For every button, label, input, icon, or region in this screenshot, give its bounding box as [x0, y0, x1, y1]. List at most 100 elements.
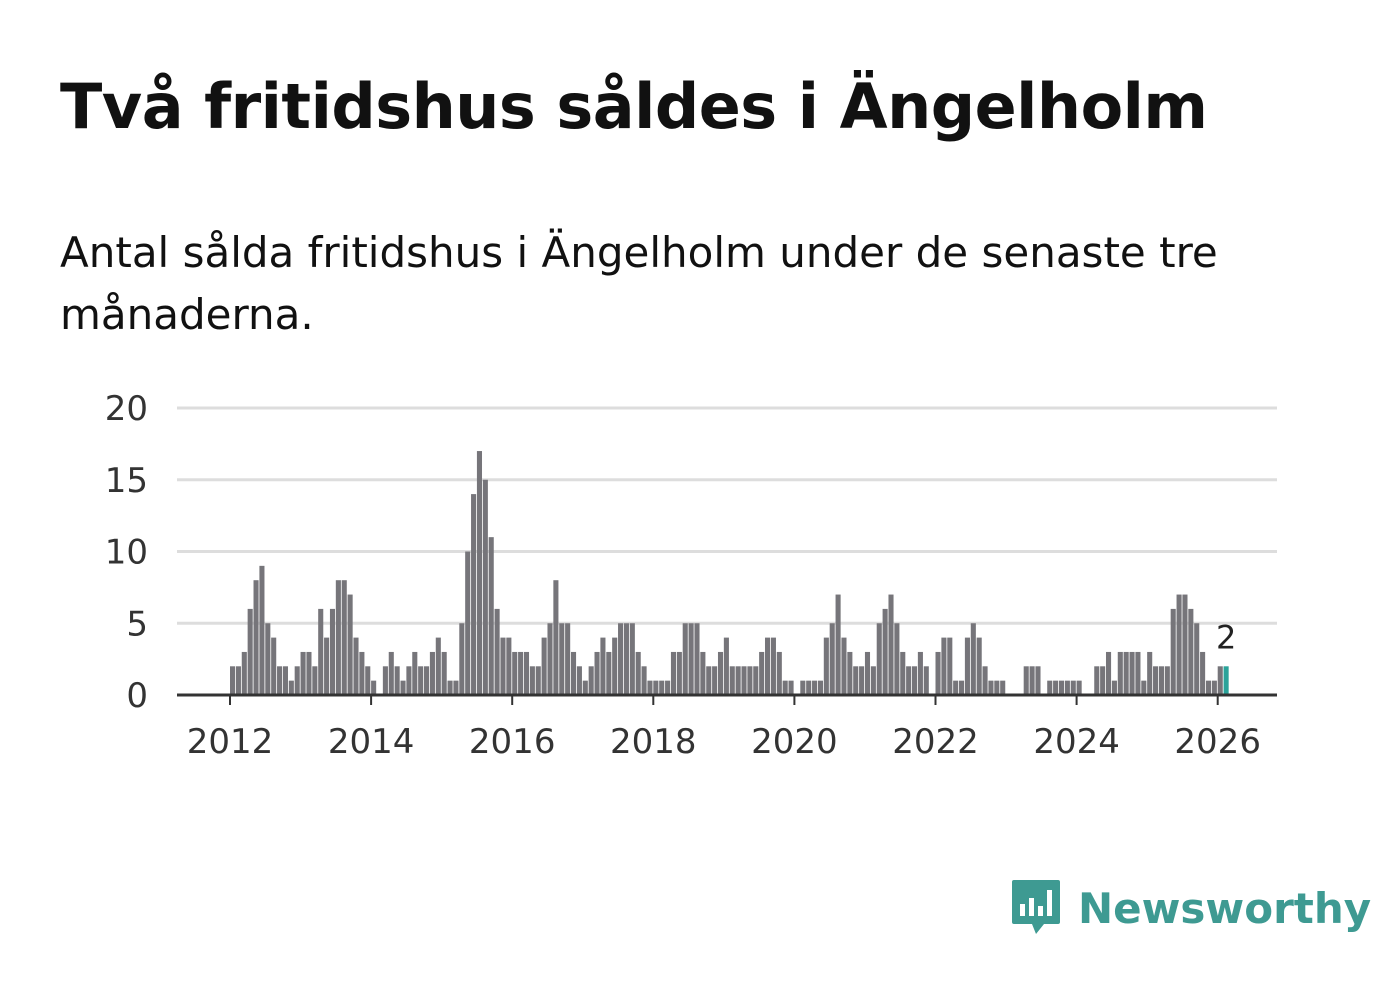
bar [765, 637, 771, 695]
bar [847, 651, 853, 695]
bar [1100, 666, 1106, 695]
bar [570, 651, 577, 695]
bar [1188, 608, 1194, 695]
bar [230, 666, 236, 695]
bar [1182, 594, 1188, 695]
bar [853, 666, 859, 695]
bar [600, 637, 606, 695]
bar [976, 637, 982, 695]
bar [1205, 680, 1212, 695]
bar [359, 651, 365, 695]
bar [1135, 651, 1141, 695]
bar [1176, 594, 1182, 695]
bar [459, 623, 465, 695]
bar [659, 680, 665, 695]
bar [959, 680, 965, 695]
latest-value-label: 2 [1216, 618, 1236, 656]
bar [488, 537, 494, 695]
bar [800, 680, 806, 695]
bar [741, 666, 747, 695]
bar [982, 666, 988, 695]
bar [306, 651, 312, 695]
bar [312, 666, 318, 695]
y-tick-label: 15 [105, 461, 148, 501]
bar [494, 608, 500, 695]
bar [606, 651, 612, 695]
bar [906, 666, 912, 695]
chart-subtitle: Antal sålda fritidshus i Ängelholm under… [60, 228, 1218, 339]
x-tick-label: 2022 [892, 722, 979, 762]
bar [576, 666, 582, 695]
bar [1047, 680, 1053, 695]
bar [435, 637, 441, 695]
bar [911, 666, 918, 695]
bar [970, 623, 976, 695]
bar [770, 637, 776, 695]
bar [917, 651, 923, 695]
x-tick-label: 2020 [751, 722, 838, 762]
bar [1064, 680, 1070, 695]
bar [665, 680, 671, 695]
bar [870, 666, 876, 695]
bar [429, 651, 435, 695]
newsworthy-logo[interactable]: Newsworthy [1010, 878, 1371, 938]
y-axis-ticks: 0 5 10 15 20 [105, 389, 148, 716]
y-tick-label: 10 [105, 533, 148, 573]
bar [964, 637, 970, 695]
bar [559, 623, 565, 695]
bar [941, 637, 947, 695]
bar [1200, 651, 1206, 695]
bar [329, 608, 336, 695]
bar [782, 680, 788, 695]
bar [806, 680, 812, 695]
chart-title: Två fritidshus såldes i Ängelholm [60, 70, 1208, 143]
y-tick-label: 20 [105, 389, 148, 429]
bar [700, 651, 706, 695]
bar [1053, 680, 1059, 695]
bar [859, 666, 865, 695]
bar [759, 651, 765, 695]
bar [547, 623, 553, 695]
bar [394, 666, 400, 695]
bar [518, 651, 524, 695]
bar [282, 666, 288, 695]
bar [406, 666, 412, 695]
brand-name: Newsworthy [1078, 883, 1372, 933]
bar [629, 623, 635, 695]
bar [1035, 666, 1041, 695]
x-tick-label: 2024 [1033, 722, 1120, 762]
bar [400, 680, 406, 695]
bar [288, 680, 294, 695]
bar [612, 637, 618, 695]
bar [641, 666, 647, 695]
bar [618, 623, 624, 695]
bar [382, 666, 388, 695]
bar [1029, 666, 1035, 695]
bar [318, 608, 324, 695]
bar [953, 680, 959, 695]
bar [1076, 680, 1082, 695]
bar [1211, 680, 1217, 695]
bar [1094, 666, 1100, 695]
bar [723, 637, 729, 695]
bar [447, 680, 453, 695]
bar [482, 479, 488, 695]
bar [682, 623, 688, 695]
y-tick-label: 0 [126, 676, 148, 716]
bar [706, 666, 712, 695]
bar [1153, 666, 1159, 695]
bar [1070, 680, 1076, 695]
bar [500, 637, 506, 695]
bar [947, 637, 953, 695]
x-tick-label: 2014 [328, 722, 415, 762]
bar [247, 608, 253, 695]
bar [1105, 651, 1112, 695]
bar [688, 623, 694, 695]
bar [670, 651, 677, 695]
bar [753, 666, 759, 695]
bar [735, 666, 741, 695]
bar [1058, 680, 1065, 695]
bar [894, 623, 900, 695]
bar [453, 680, 459, 695]
bar [623, 623, 629, 695]
